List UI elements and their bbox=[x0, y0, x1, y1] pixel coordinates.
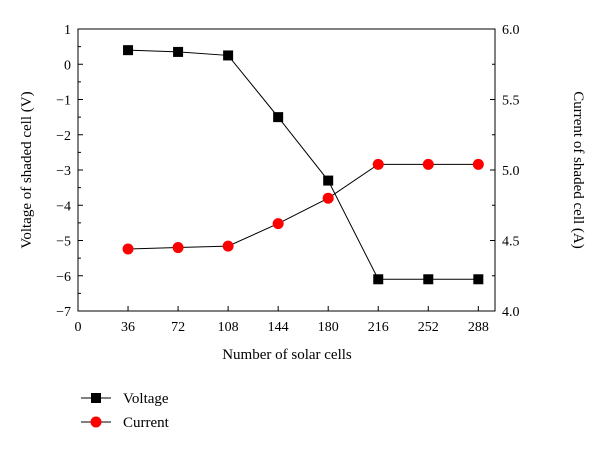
x-tick-label: 252 bbox=[418, 320, 439, 335]
current-point bbox=[272, 218, 284, 230]
voltage-point bbox=[173, 46, 184, 57]
x-tick-label: 0 bbox=[75, 320, 82, 335]
current-point bbox=[472, 158, 484, 170]
voltage-point bbox=[223, 50, 234, 61]
voltage-point bbox=[123, 45, 134, 56]
legend-square-marker bbox=[91, 393, 101, 403]
current-point bbox=[422, 158, 434, 170]
y-right-tick-label: 4.5 bbox=[502, 235, 520, 250]
x-tick-label: 216 bbox=[368, 320, 389, 335]
y-right-axis-label: Current of shaded cell (A) bbox=[570, 91, 586, 248]
current-point bbox=[322, 192, 334, 204]
current-point bbox=[122, 243, 134, 255]
x-axis-label: Number of solar cells bbox=[222, 347, 352, 363]
x-tick-label: 72 bbox=[171, 320, 185, 335]
current-point bbox=[172, 242, 184, 254]
y-left-tick-label: −3 bbox=[56, 164, 71, 179]
voltage-point bbox=[423, 274, 434, 285]
voltage-point bbox=[323, 175, 334, 186]
y-right-tick-label: 6.0 bbox=[502, 23, 520, 38]
y-left-tick-label: −4 bbox=[56, 199, 71, 214]
y-left-tick-label: −2 bbox=[56, 129, 71, 144]
y-left-tick-label: −7 bbox=[56, 305, 71, 320]
y-left-tick-label: −1 bbox=[56, 94, 71, 109]
x-axis-ticks: 0 36 72 108 144 180 216 252 288 bbox=[75, 306, 489, 335]
y-right-axis-ticks: 4.0 4.5 5.0 5.5 6.0 bbox=[490, 23, 520, 320]
voltage-point bbox=[373, 274, 384, 285]
x-tick-label: 36 bbox=[121, 320, 135, 335]
voltage-point bbox=[273, 112, 284, 123]
series-voltage bbox=[123, 45, 484, 285]
series-group bbox=[122, 45, 484, 285]
y-left-axis-ticks: −7 −6 −5 −4 −3 −2 −1 0 1 bbox=[56, 23, 83, 320]
x-tick-label: 108 bbox=[218, 320, 239, 335]
current-line bbox=[128, 163, 479, 250]
x-tick-label: 144 bbox=[268, 320, 289, 335]
legend-item-voltage: Voltage bbox=[81, 391, 169, 407]
legend-item-current: Current bbox=[81, 415, 170, 431]
voltage-line bbox=[128, 49, 479, 280]
y-left-axis-label: Voltage of shaded cell (V) bbox=[19, 91, 35, 248]
y-left-tick-label: −5 bbox=[56, 235, 71, 250]
y-right-tick-label: 5.5 bbox=[502, 94, 520, 109]
x-tick-label: 180 bbox=[318, 320, 339, 335]
legend-label: Current bbox=[123, 415, 170, 431]
y-right-tick-label: 5.0 bbox=[502, 164, 520, 179]
y-left-tick-label: 0 bbox=[64, 58, 71, 73]
x-tick-label: 288 bbox=[468, 320, 489, 335]
current-point bbox=[222, 240, 234, 252]
y-left-tick-label: −6 bbox=[56, 270, 71, 285]
axes bbox=[77, 28, 496, 312]
legend-label: Voltage bbox=[123, 391, 169, 407]
current-point bbox=[372, 158, 384, 170]
legend: Voltage Current bbox=[81, 391, 170, 431]
series-current bbox=[122, 158, 484, 255]
y-left-tick-label: 1 bbox=[64, 23, 71, 38]
legend-circle-marker bbox=[90, 416, 102, 428]
voltage-point bbox=[473, 274, 484, 285]
y-right-tick-label: 4.0 bbox=[502, 305, 520, 320]
plot-frame bbox=[77, 28, 496, 312]
